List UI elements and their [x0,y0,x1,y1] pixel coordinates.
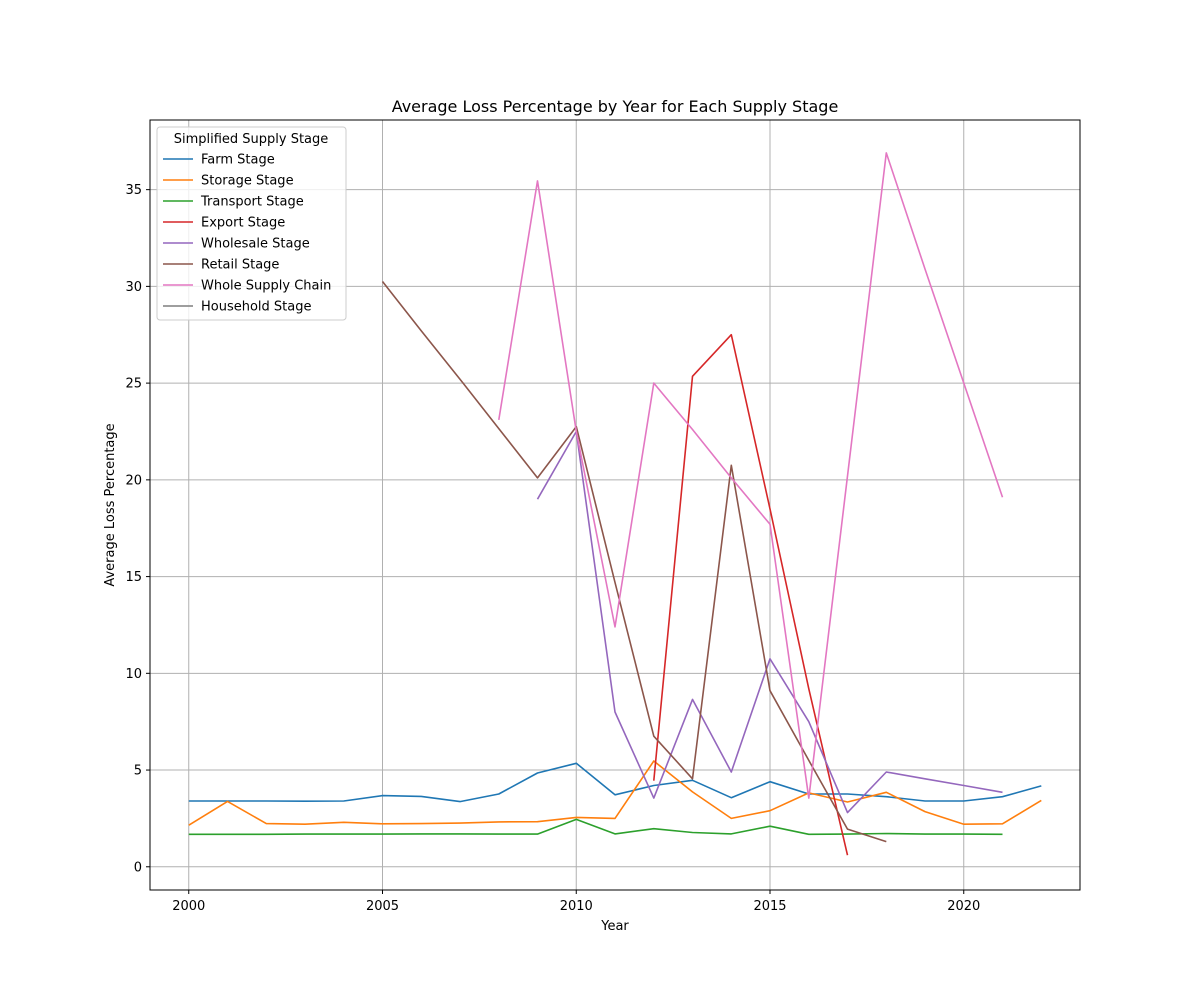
x-tick-label: 2020 [947,899,980,914]
series-line-storage-stage [188,760,1042,826]
y-tick-label: 15 [125,570,142,585]
grid [150,120,1080,890]
legend-entries: Farm Stage Storage Stage Transport Stage Ex… [163,153,331,315]
x-axis-label: Year [600,919,629,934]
y-tick-label: 35 [125,183,142,198]
legend-label-transport-stage: Transport Stage [200,195,304,210]
legend: Simplified Supply Stage Farm Stage Storag… [156,126,347,321]
x-tick-label: 2005 [366,899,399,914]
legend-label-wholesale-stage: Wholesale Stage [201,237,310,252]
x-tick-label: 2010 [560,899,593,914]
x-tick-label: 2000 [172,899,205,914]
y-tick-label: 20 [125,473,142,488]
series-line-export-stage [653,333,849,856]
plot-frame [149,119,1081,891]
series-line-whole-supply-chain [498,152,1004,799]
y-tick-label: 30 [125,280,142,295]
y-tick-label: 0 [134,860,142,875]
series-line-transport-stage [188,818,1003,836]
legend-box [156,126,347,321]
legend-label-retail-stage: Retail Stage [201,258,279,273]
chart-title: Average Loss Percentage by Year for Each… [392,97,839,116]
y-axis-ticks: 0 5 10 15 20 25 30 35 [125,183,150,875]
legend-title: Simplified Supply Stage [174,132,329,147]
y-axis-label: Average Loss Percentage [103,423,118,586]
x-axis-ticks: 2000 2005 2010 2015 2020 [172,890,980,914]
legend-label-farm-stage: Farm Stage [201,153,275,168]
x-tick-label: 2015 [753,899,786,914]
legend-label-whole-supply-chain: Whole Supply Chain [201,279,331,294]
series-line-wholesale-stage [536,430,1003,814]
series-lines [188,152,1042,856]
y-tick-label: 5 [134,764,142,779]
y-tick-label: 25 [125,377,142,392]
y-tick-label: 10 [125,667,142,682]
legend-label-export-stage: Export Stage [201,216,285,231]
legend-label-household-stage: Household Stage [201,300,312,315]
legend-label-storage-stage: Storage Stage [201,174,294,189]
